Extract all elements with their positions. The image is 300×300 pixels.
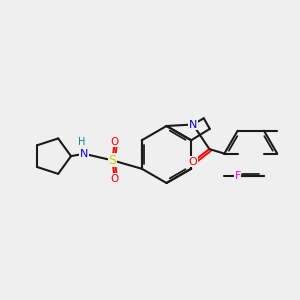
Text: O: O: [188, 157, 197, 167]
Text: O: O: [111, 137, 119, 147]
Text: N: N: [189, 119, 197, 130]
Text: S: S: [108, 154, 116, 167]
Text: H: H: [78, 137, 85, 147]
Text: N: N: [80, 149, 88, 159]
Text: O: O: [111, 174, 119, 184]
Text: F: F: [234, 172, 241, 182]
